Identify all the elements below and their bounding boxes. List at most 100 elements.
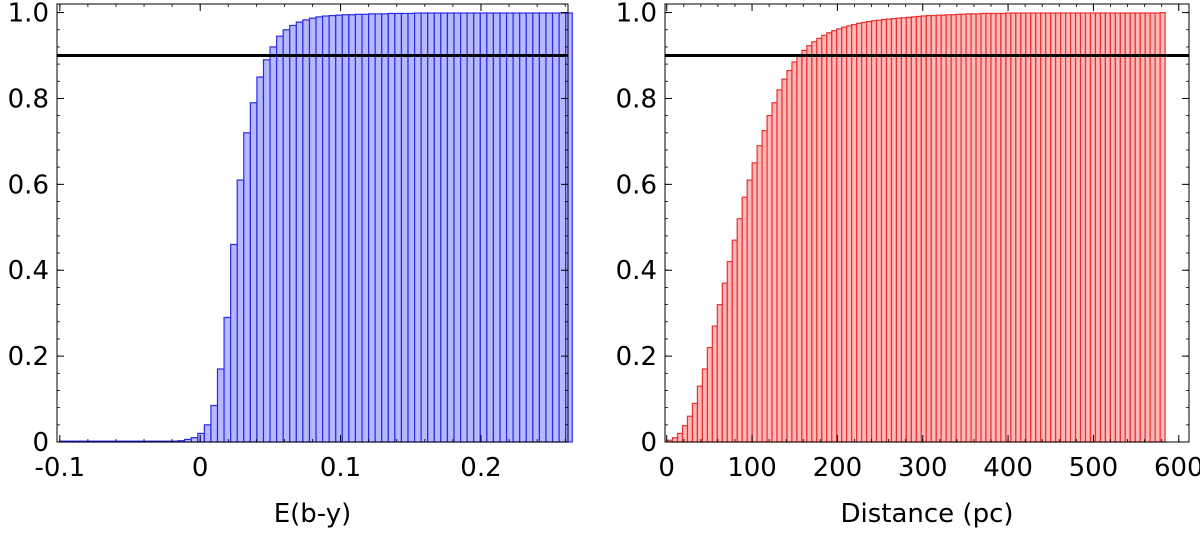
histogram-bar bbox=[836, 28, 843, 443]
histogram-bar bbox=[940, 14, 947, 443]
histogram-bar bbox=[1040, 12, 1047, 443]
histogram-bar bbox=[846, 25, 853, 443]
histogram-bar bbox=[512, 12, 521, 443]
histogram-bar bbox=[1099, 12, 1107, 443]
y-tick-label: 0 bbox=[640, 428, 657, 458]
histogram-bar bbox=[558, 12, 567, 443]
histogram-bar bbox=[721, 282, 728, 443]
histogram-bar bbox=[726, 261, 733, 443]
histogram-bar bbox=[990, 12, 997, 443]
histogram-bar bbox=[1050, 12, 1057, 443]
histogram-bar bbox=[1030, 12, 1037, 443]
y-tick-label: 0 bbox=[32, 428, 49, 458]
histogram-bar bbox=[368, 13, 376, 443]
x-tick-label: 500 bbox=[1069, 453, 1119, 483]
histogram-bar bbox=[870, 20, 878, 443]
histogram-bar bbox=[691, 402, 699, 443]
histogram-bar bbox=[706, 346, 713, 443]
histogram-bar bbox=[701, 368, 708, 443]
histogram-bar bbox=[315, 16, 324, 443]
histogram-bar bbox=[394, 12, 403, 443]
histogram-bar bbox=[786, 69, 793, 443]
histogram-bar bbox=[920, 15, 927, 443]
histogram-bar bbox=[302, 19, 311, 443]
histogram-bar bbox=[197, 432, 205, 443]
y-tick-label: 0.2 bbox=[616, 342, 657, 372]
x-tick-label: 0 bbox=[192, 453, 209, 483]
histogram-bar bbox=[203, 424, 212, 443]
histogram-bar bbox=[746, 179, 753, 443]
histogram-bar bbox=[446, 12, 455, 443]
histogram-bar bbox=[761, 130, 768, 443]
y-tick-label: 0.2 bbox=[8, 342, 49, 372]
histogram-bar bbox=[499, 12, 508, 443]
histogram-bar bbox=[1005, 12, 1012, 443]
histogram-bar bbox=[1015, 12, 1022, 443]
histogram-bar bbox=[1154, 12, 1161, 443]
histogram-bar bbox=[716, 303, 723, 443]
histogram-bar bbox=[1109, 12, 1116, 443]
histogram-bar bbox=[671, 437, 679, 443]
histogram-bar bbox=[1134, 12, 1141, 443]
histogram-bar bbox=[1104, 12, 1111, 443]
histogram-bar bbox=[826, 32, 833, 443]
histogram-bar bbox=[751, 162, 758, 443]
y-tick-label: 0.8 bbox=[8, 84, 49, 114]
x-tick-label: 600 bbox=[1154, 453, 1200, 483]
histogram-bar bbox=[1159, 11, 1166, 443]
histogram-bar bbox=[256, 76, 265, 443]
y-tick-label: 0.6 bbox=[616, 170, 657, 200]
right-panel: 0 0.2 0.4 0.6 0.8 1.0 0 100 200 300 400 500 600 Dista… bbox=[616, 0, 1200, 529]
histogram-bar bbox=[841, 26, 848, 443]
histogram-bar bbox=[781, 78, 788, 443]
histogram-bar bbox=[960, 13, 967, 443]
histogram-bar bbox=[860, 21, 868, 443]
histogram-bar bbox=[1010, 12, 1017, 443]
histogram-bar bbox=[851, 24, 858, 443]
histogram-bar bbox=[975, 13, 982, 443]
histogram-bar bbox=[771, 102, 778, 443]
histogram-bar bbox=[453, 12, 462, 443]
histogram-bar bbox=[322, 15, 330, 443]
x-tick-label: 100 bbox=[727, 453, 777, 483]
histogram-bar bbox=[890, 18, 898, 443]
histogram-bar bbox=[223, 316, 232, 443]
histogram-bar bbox=[387, 12, 396, 443]
histogram-bar bbox=[341, 14, 350, 443]
histogram-bar bbox=[821, 34, 828, 443]
histogram-bar bbox=[348, 14, 357, 443]
histogram-bar bbox=[900, 17, 907, 443]
histogram-bar bbox=[545, 12, 554, 443]
histogram-bar bbox=[736, 218, 743, 443]
x-tick-label: 0.2 bbox=[460, 453, 501, 483]
histogram-bar bbox=[950, 14, 957, 443]
histogram-bar bbox=[915, 15, 922, 443]
histogram-bar bbox=[289, 24, 297, 443]
x-axis-label: E(b-y) bbox=[274, 499, 352, 529]
histogram-bar bbox=[413, 12, 422, 443]
histogram-bar bbox=[925, 14, 932, 443]
histogram-bar bbox=[681, 425, 689, 443]
histogram-bar bbox=[486, 12, 495, 443]
histogram-bar bbox=[1064, 12, 1072, 443]
histogram-bar bbox=[816, 37, 823, 443]
histogram-bar bbox=[676, 432, 684, 443]
histogram-bar bbox=[190, 437, 199, 443]
histogram-bar bbox=[1144, 12, 1151, 443]
histogram-bar bbox=[532, 12, 541, 443]
histogram-bar bbox=[1139, 12, 1146, 443]
histogram-bar bbox=[440, 12, 449, 443]
histogram-bar bbox=[492, 12, 501, 443]
histogram-bar bbox=[930, 14, 937, 443]
histogram-bar bbox=[374, 13, 383, 443]
histogram-bar bbox=[756, 145, 763, 443]
histogram-bar bbox=[308, 17, 317, 443]
histogram-bar bbox=[1124, 12, 1131, 443]
histogram-bar bbox=[473, 12, 481, 443]
histogram-bar bbox=[276, 35, 284, 443]
histogram-bar bbox=[796, 54, 803, 443]
histogram-bar bbox=[965, 13, 972, 443]
histogram-bar bbox=[519, 12, 527, 443]
histogram-bar bbox=[865, 21, 873, 443]
histogram-bar bbox=[935, 14, 942, 443]
